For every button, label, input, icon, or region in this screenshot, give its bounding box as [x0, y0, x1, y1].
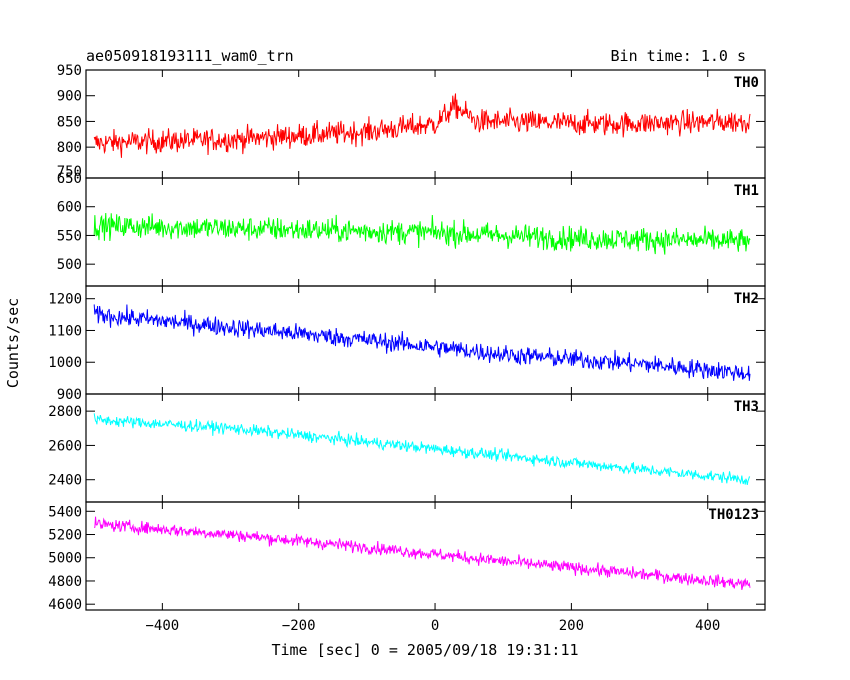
y-tick-label: 600	[57, 200, 82, 216]
y-tick-label: 900	[57, 89, 82, 105]
x-tick-label: 200	[559, 618, 584, 634]
y-tick-label: 2600	[48, 438, 82, 454]
y-tick-label: 2400	[48, 473, 82, 489]
y-tick-label: 550	[57, 228, 82, 244]
y-tick-label: 500	[57, 257, 82, 273]
y-tick-label: 1000	[48, 355, 82, 371]
y-tick-label: 650	[57, 171, 82, 187]
x-axis-title: Time [sec] 0 = 2005/09/18 19:31:11	[271, 641, 578, 659]
series-line-th0123	[93, 516, 751, 590]
y-tick-label: 2800	[48, 404, 82, 420]
y-tick-label: 4600	[48, 597, 82, 613]
panel-label-th1: TH1	[734, 183, 759, 199]
panel-label-th3: TH3	[734, 399, 759, 415]
y-tick-label: 850	[57, 114, 82, 130]
y-tick-label: 4800	[48, 574, 82, 590]
y-tick-label: 5200	[48, 528, 82, 544]
series-line-th3	[93, 413, 751, 486]
x-tick-label: −400	[145, 618, 179, 634]
y-axis-title: Counts/sec	[4, 298, 22, 388]
y-tick-label: 5400	[48, 504, 82, 520]
panel-label-th0: TH0	[734, 75, 759, 91]
series-line-th1	[93, 213, 751, 255]
y-tick-label: 750	[57, 164, 82, 180]
y-tick-label: 1100	[48, 323, 82, 339]
chart-title: ae050918193111_wam0_trn	[86, 47, 294, 65]
series-line-th0	[93, 93, 751, 158]
y-tick-label: 800	[57, 140, 82, 156]
panel-label-th2: TH2	[734, 291, 759, 307]
series-line-th2	[93, 304, 751, 381]
chart-subtitle: Bin time: 1.0 s	[611, 47, 746, 65]
x-tick-label: −200	[282, 618, 316, 634]
panel-label-th0123: TH0123	[708, 507, 759, 523]
y-tick-label: 950	[57, 63, 82, 79]
y-tick-label: 1200	[48, 292, 82, 308]
x-tick-label: 400	[695, 618, 720, 634]
panel-frame-th0123	[85, 501, 766, 611]
y-tick-label: 5000	[48, 551, 82, 567]
y-tick-label: 900	[57, 387, 82, 403]
panels-group: 800 850 900 950 750 TH0 500 550 600 650 TH1 900 1000…	[48, 63, 766, 634]
x-tick-label: 0	[431, 618, 439, 634]
